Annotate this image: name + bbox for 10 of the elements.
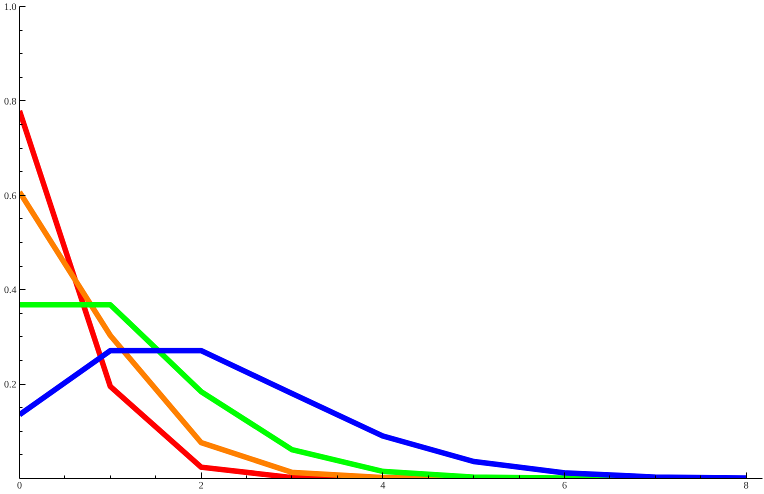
x-tick-label: 0 (17, 480, 22, 492)
y-tick-label: 0.8 (4, 96, 16, 108)
x-tick-label: 6 (562, 480, 567, 492)
x-tick-label: 2 (198, 480, 204, 492)
x-tick-label: 8 (744, 480, 749, 492)
x-tick-label: 4 (380, 480, 386, 492)
y-tick-label: 0.6 (4, 190, 16, 202)
y-tick-label: 0.4 (4, 285, 16, 296)
y-tick-label: 1.0 (4, 2, 16, 13)
y-tick-label: 0.2 (4, 380, 16, 391)
